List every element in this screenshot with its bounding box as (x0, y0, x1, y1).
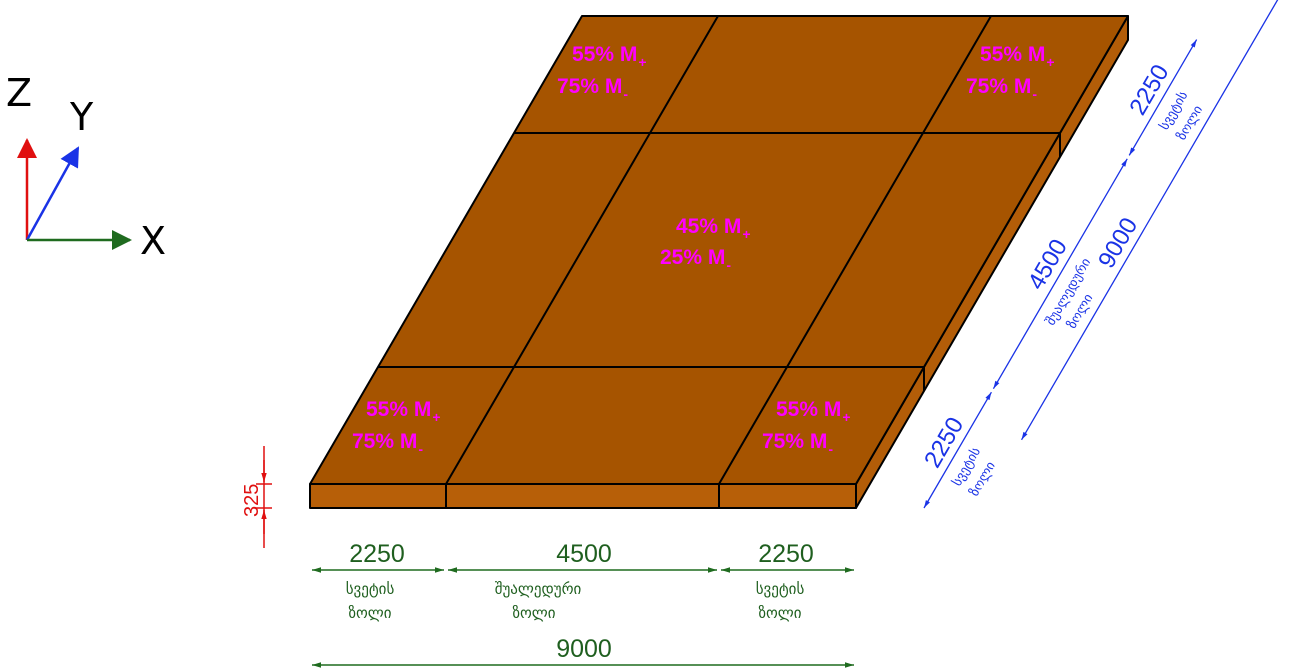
svg-text:75% M-: 75% M- (966, 75, 1037, 102)
svg-text:55% M+: 55% M+ (980, 43, 1055, 70)
x-dim-right-label-2: ზოლი (758, 604, 801, 622)
x-dim-left-label-1: სვეტის (346, 580, 395, 598)
svg-text:25% M-: 25% M- (660, 246, 731, 273)
y-dim-total-line (1020, 0, 1291, 441)
svg-text:75% M-: 75% M- (762, 430, 833, 457)
x-dim-middle-label-1: შუალედური (495, 580, 582, 598)
thickness-dimension: 325 (241, 446, 272, 548)
thickness-value: 325 (241, 484, 263, 517)
svg-text:75% M-: 75% M- (352, 430, 423, 457)
x-dim-total-value: 9000 (556, 635, 612, 663)
y-axis-label: Y (69, 95, 94, 139)
svg-text:45% M+: 45% M+ (676, 215, 751, 242)
x-dim-right-label-1: სვეტის (756, 580, 805, 598)
x-dim-middle-label-2: ზოლი (512, 604, 555, 622)
svg-text:55% M+: 55% M+ (366, 398, 441, 425)
z-axis-label: Z (6, 71, 32, 115)
x-dim-right-value: 2250 (758, 540, 814, 568)
y-axis-arrow (25, 146, 80, 241)
svg-text:75% M-: 75% M- (557, 75, 628, 102)
x-dim-left-label-2: ზოლი (348, 604, 391, 622)
y-dim-near-line (923, 391, 992, 509)
zone-corner-bottom-left: 55% M+ 75% M- (352, 398, 441, 457)
zone-corner-top-left: 55% M+ 75% M- (557, 43, 647, 102)
x-dimensions: 2250 სვეტის ზოლი 4500 შუალედური ზოლი 225… (312, 540, 854, 668)
strip-line-x2 (718, 15, 992, 485)
x-dim-middle-value: 4500 (556, 540, 612, 568)
svg-text:55% M+: 55% M+ (572, 43, 647, 70)
svg-text:55% M+: 55% M+ (776, 398, 851, 425)
zone-corner-bottom-right: 55% M+ 75% M- (762, 398, 851, 457)
x-dim-left-value: 2250 (349, 540, 405, 568)
zone-center: 45% M+ 25% M- (660, 215, 751, 273)
slab-front-face (309, 483, 857, 509)
strip-line-x1 (445, 15, 719, 485)
axis-triad: Z Y X (6, 71, 166, 263)
x-axis-label: X (140, 219, 166, 263)
